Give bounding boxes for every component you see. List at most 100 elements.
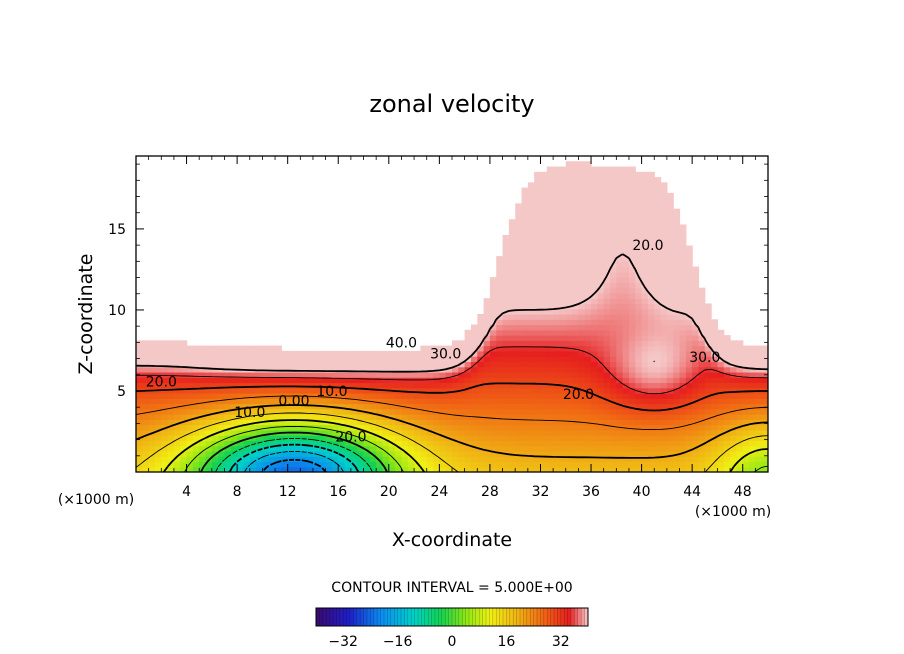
field-cell [205, 414, 213, 420]
field-cell [610, 208, 617, 215]
field-cell [749, 403, 756, 410]
field-cell [489, 329, 497, 336]
field-cell [262, 424, 270, 431]
colorbar-swatch [533, 608, 538, 626]
field-cell [749, 356, 756, 362]
field-cell [508, 261, 516, 268]
field-cell [275, 371, 282, 378]
field-cell [338, 456, 346, 463]
field-cell [685, 319, 693, 326]
field-cell [477, 398, 485, 405]
field-cell [565, 287, 573, 294]
field-cell [407, 382, 415, 389]
field-cell [211, 435, 219, 441]
field-cell [142, 350, 150, 357]
field-cell [477, 319, 485, 326]
field-cell [142, 445, 150, 452]
field-cell [186, 350, 194, 357]
field-cell [685, 414, 693, 420]
field-cell [666, 245, 674, 252]
field-cell [344, 377, 352, 384]
field-cell [742, 435, 750, 441]
field-cell [553, 466, 561, 472]
field-cell [199, 461, 207, 468]
field-cell [584, 161, 592, 168]
field-cell [730, 456, 737, 463]
field-cell [603, 335, 611, 341]
field-cell [591, 250, 598, 257]
field-cell [312, 356, 320, 362]
field-cell [388, 403, 396, 410]
field-cell [635, 419, 643, 426]
field-cell [268, 435, 276, 441]
field-cell [173, 424, 181, 431]
field-cell [521, 366, 529, 373]
field-cell [521, 271, 529, 278]
field-cell [692, 266, 700, 273]
field-cell [306, 350, 314, 357]
field-cell [572, 366, 579, 373]
field-cell [578, 466, 586, 472]
field-cell [521, 277, 529, 283]
field-cell [553, 182, 561, 189]
colorbar-swatch [435, 608, 439, 626]
field-cell [628, 292, 636, 299]
field-cell [742, 393, 750, 399]
field-cell [218, 350, 226, 357]
field-cell [749, 429, 756, 436]
field-cell [553, 256, 561, 262]
field-cell [369, 450, 377, 457]
field-cell [420, 366, 428, 373]
field-cell [647, 393, 655, 399]
field-cell [350, 408, 358, 415]
field-cell [477, 461, 485, 468]
field-cell [230, 345, 238, 352]
field-cell [249, 424, 257, 431]
field-cell [641, 303, 649, 310]
field-cell [433, 382, 440, 389]
field-cell [508, 408, 516, 415]
field-cell [445, 356, 453, 362]
field-cell [369, 461, 377, 468]
field-cell [565, 461, 573, 468]
field-cell [502, 335, 510, 341]
field-cell [407, 461, 415, 468]
field-cell [546, 182, 554, 189]
field-cell [540, 303, 548, 310]
field-cell [281, 371, 289, 378]
field-cell [610, 377, 617, 384]
field-cell [256, 435, 263, 441]
field-cell [433, 450, 440, 457]
field-cell [243, 461, 251, 468]
field-cell [685, 440, 693, 447]
field-cell [363, 440, 371, 447]
field-cell [610, 450, 617, 457]
field-cell [249, 456, 257, 463]
field-cell [192, 419, 200, 426]
field-cell [268, 356, 276, 362]
field-cell [256, 350, 263, 357]
field-cell [622, 271, 630, 278]
field-cell [420, 393, 428, 399]
field-cell [325, 414, 333, 420]
field-cell [173, 361, 181, 368]
field-cell [540, 377, 548, 384]
field-cell [325, 361, 333, 368]
field-cell [515, 387, 523, 394]
field-cell [635, 171, 643, 178]
field-cell [666, 213, 674, 220]
field-cell [502, 371, 510, 378]
field-cell [369, 387, 377, 394]
field-cell [647, 208, 655, 215]
field-cell [243, 350, 251, 357]
field-cell [584, 292, 592, 299]
field-cell [489, 440, 497, 447]
field-cell [237, 450, 245, 457]
field-cell [660, 261, 668, 268]
field-cell [527, 435, 535, 441]
field-cell [616, 450, 624, 457]
field-cell [610, 424, 617, 431]
field-cell [281, 398, 289, 405]
field-cell [654, 408, 662, 415]
